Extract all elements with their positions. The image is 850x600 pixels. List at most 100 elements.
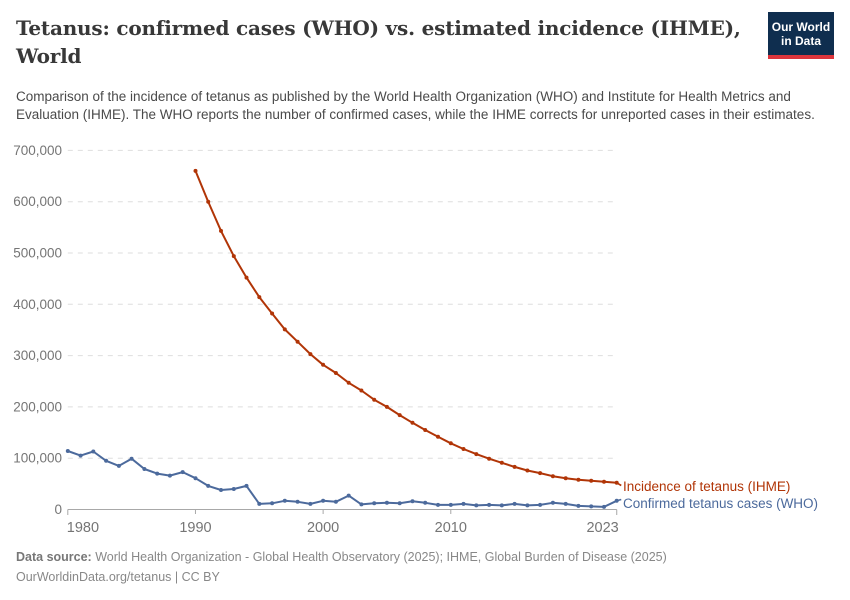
owid-logo: Our World in Data <box>768 12 834 59</box>
ihme-data-point <box>321 362 326 367</box>
who-data-point <box>206 483 211 488</box>
who-data-point <box>499 503 504 508</box>
ihme-data-point <box>487 456 492 461</box>
x-tick-label: 2023 <box>586 520 618 536</box>
who-data-point <box>155 471 160 476</box>
ihme-data-point <box>525 468 530 473</box>
ihme-data-point <box>333 371 338 375</box>
chart-title-line2: World <box>16 44 82 68</box>
who-data-point <box>219 488 223 492</box>
owid-logo-line2: in Data <box>780 34 821 48</box>
ihme-data-point <box>231 254 236 259</box>
who-data-point <box>308 501 313 506</box>
legend-connector <box>616 482 622 487</box>
who-data-point <box>333 499 338 504</box>
who-data-point <box>78 453 83 458</box>
who-data-point <box>589 504 594 509</box>
legend-label-ihme: Incidence of tetanus (IHME) <box>623 479 791 494</box>
who-data-point <box>244 483 249 488</box>
who-data-point <box>257 501 262 506</box>
chart-title-line1: Tetanus: confirmed cases (WHO) vs. estim… <box>16 16 741 40</box>
chart-footer: Data source: World Health Organization -… <box>16 547 834 587</box>
ihme-data-point <box>512 464 517 469</box>
ihme-data-point <box>602 479 606 484</box>
ihme-data-point <box>423 428 428 432</box>
who-data-point <box>563 501 568 506</box>
who-data-point <box>550 500 555 505</box>
legend-label-who: Confirmed tetanus cases (WHO) <box>623 496 819 511</box>
who-data-point <box>602 504 606 509</box>
x-tick-label: 2010 <box>435 520 467 536</box>
ihme-data-point <box>563 476 568 481</box>
y-tick-label: 100,000 <box>13 451 62 466</box>
who-data-point <box>282 498 287 503</box>
ihme-data-point <box>372 397 377 402</box>
x-tick-label: 1980 <box>67 520 99 536</box>
ihme-data-point <box>410 420 415 425</box>
ihme-data-point <box>538 471 543 476</box>
owid-logo-line1: Our World <box>771 20 831 34</box>
who-data-point <box>129 456 134 461</box>
who-data-point <box>91 449 96 454</box>
ihme-data-point <box>359 388 364 393</box>
y-tick-label: 700,000 <box>13 143 62 158</box>
x-tick-label: 1990 <box>179 520 211 536</box>
ihme-data-point <box>474 452 479 457</box>
ihme-data-point <box>244 275 249 280</box>
who-data-point <box>372 501 377 506</box>
who-data-point <box>295 499 300 504</box>
who-data-point <box>576 503 581 508</box>
ihme-data-point <box>448 441 453 446</box>
who-data-point <box>384 500 389 505</box>
ihme-data-point <box>206 199 211 204</box>
y-tick-label: 500,000 <box>13 246 62 261</box>
ihme-data-point <box>550 474 555 479</box>
who-line <box>66 450 618 508</box>
who-data-point <box>65 449 70 453</box>
ihme-data-point <box>282 327 287 332</box>
who-data-point <box>474 503 479 508</box>
ihme-data-point <box>346 380 351 385</box>
who-data-point <box>346 493 351 498</box>
who-data-point <box>359 502 364 507</box>
who-data-point <box>180 470 185 475</box>
who-data-point <box>321 498 326 503</box>
who-data-point <box>448 502 453 507</box>
ihme-data-point <box>461 447 466 451</box>
who-data-point <box>167 473 172 478</box>
ihme-data-point <box>499 460 504 465</box>
ihme-data-point <box>308 352 313 357</box>
data-source-value: World Health Organization - Global Healt… <box>95 550 667 564</box>
who-data-point <box>116 463 121 468</box>
ihme-data-point <box>397 413 402 418</box>
ihme-data-point <box>219 228 223 233</box>
who-data-point <box>423 500 428 505</box>
who-data-point <box>270 501 275 506</box>
line-chart-plot-area: 0 100,000 200,000 300,000 400,000 500,000 600,… <box>13 143 622 536</box>
who-data-point <box>142 467 147 471</box>
y-tick-label: 200,000 <box>13 399 62 414</box>
citation-line: OurWorldinData.org/tetanus | CC BY <box>16 570 220 584</box>
who-data-point <box>410 499 415 504</box>
data-source-label: Data source: <box>16 550 92 564</box>
ihme-data-point <box>384 404 389 409</box>
y-tick-label: 400,000 <box>13 297 62 312</box>
y-tick-label: 600,000 <box>13 194 62 209</box>
legend-connector <box>616 498 622 502</box>
who-data-point <box>104 458 109 463</box>
ihme-data-point <box>257 295 262 300</box>
who-data-point <box>487 502 492 507</box>
who-data-point <box>436 502 440 507</box>
ihme-data-point <box>270 311 275 316</box>
who-data-point <box>461 501 466 506</box>
ihme-data-point <box>436 434 440 439</box>
who-data-point <box>512 501 517 506</box>
y-tick-label: 300,000 <box>13 348 62 363</box>
chart-title: Tetanus: confirmed cases (WHO) vs. estim… <box>16 14 741 70</box>
ihme-data-point <box>295 339 300 344</box>
ihme-data-point <box>193 168 198 173</box>
x-tick-label: 2000 <box>307 520 339 536</box>
data-source-line: Data source: World Health Organization -… <box>16 547 834 567</box>
ihme-line <box>194 169 618 484</box>
